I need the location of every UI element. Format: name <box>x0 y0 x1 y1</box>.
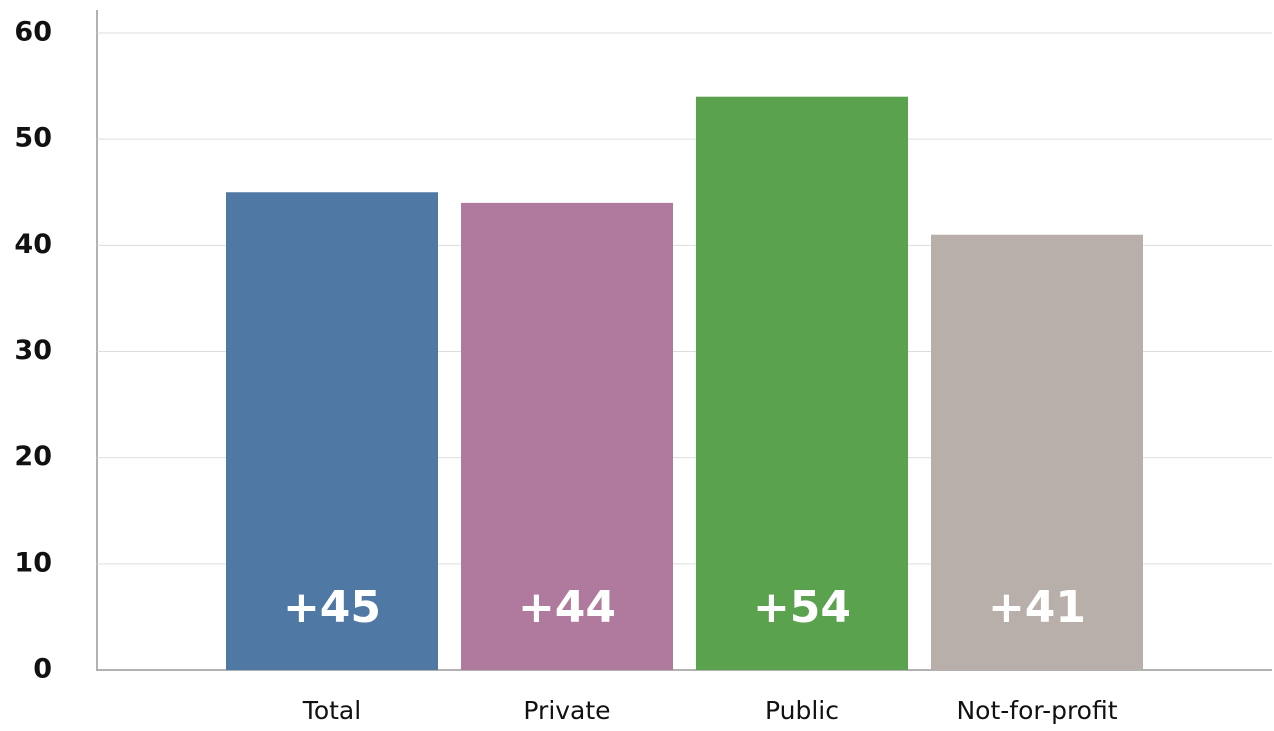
y-tick-label: 40 <box>14 229 52 260</box>
bar <box>931 234 1143 670</box>
bar <box>696 96 908 670</box>
y-tick-label: 10 <box>14 547 52 578</box>
bar <box>461 202 673 670</box>
y-tick-label: 30 <box>14 335 52 366</box>
value-label: +44 <box>518 582 616 633</box>
value-label: +54 <box>753 582 851 633</box>
y-tick-label: 20 <box>14 441 52 472</box>
bar <box>226 192 438 670</box>
y-tick-label: 60 <box>14 17 52 48</box>
x-tick-label: Public <box>765 696 839 725</box>
y-tick-label: 50 <box>14 123 52 154</box>
value-label: +41 <box>988 582 1086 633</box>
y-tick-label: 0 <box>33 654 52 685</box>
x-tick-label: Not-for-profit <box>956 696 1117 725</box>
value-label: +45 <box>283 582 381 633</box>
x-tick-label: Total <box>302 696 361 725</box>
x-tick-label: Private <box>523 696 610 725</box>
